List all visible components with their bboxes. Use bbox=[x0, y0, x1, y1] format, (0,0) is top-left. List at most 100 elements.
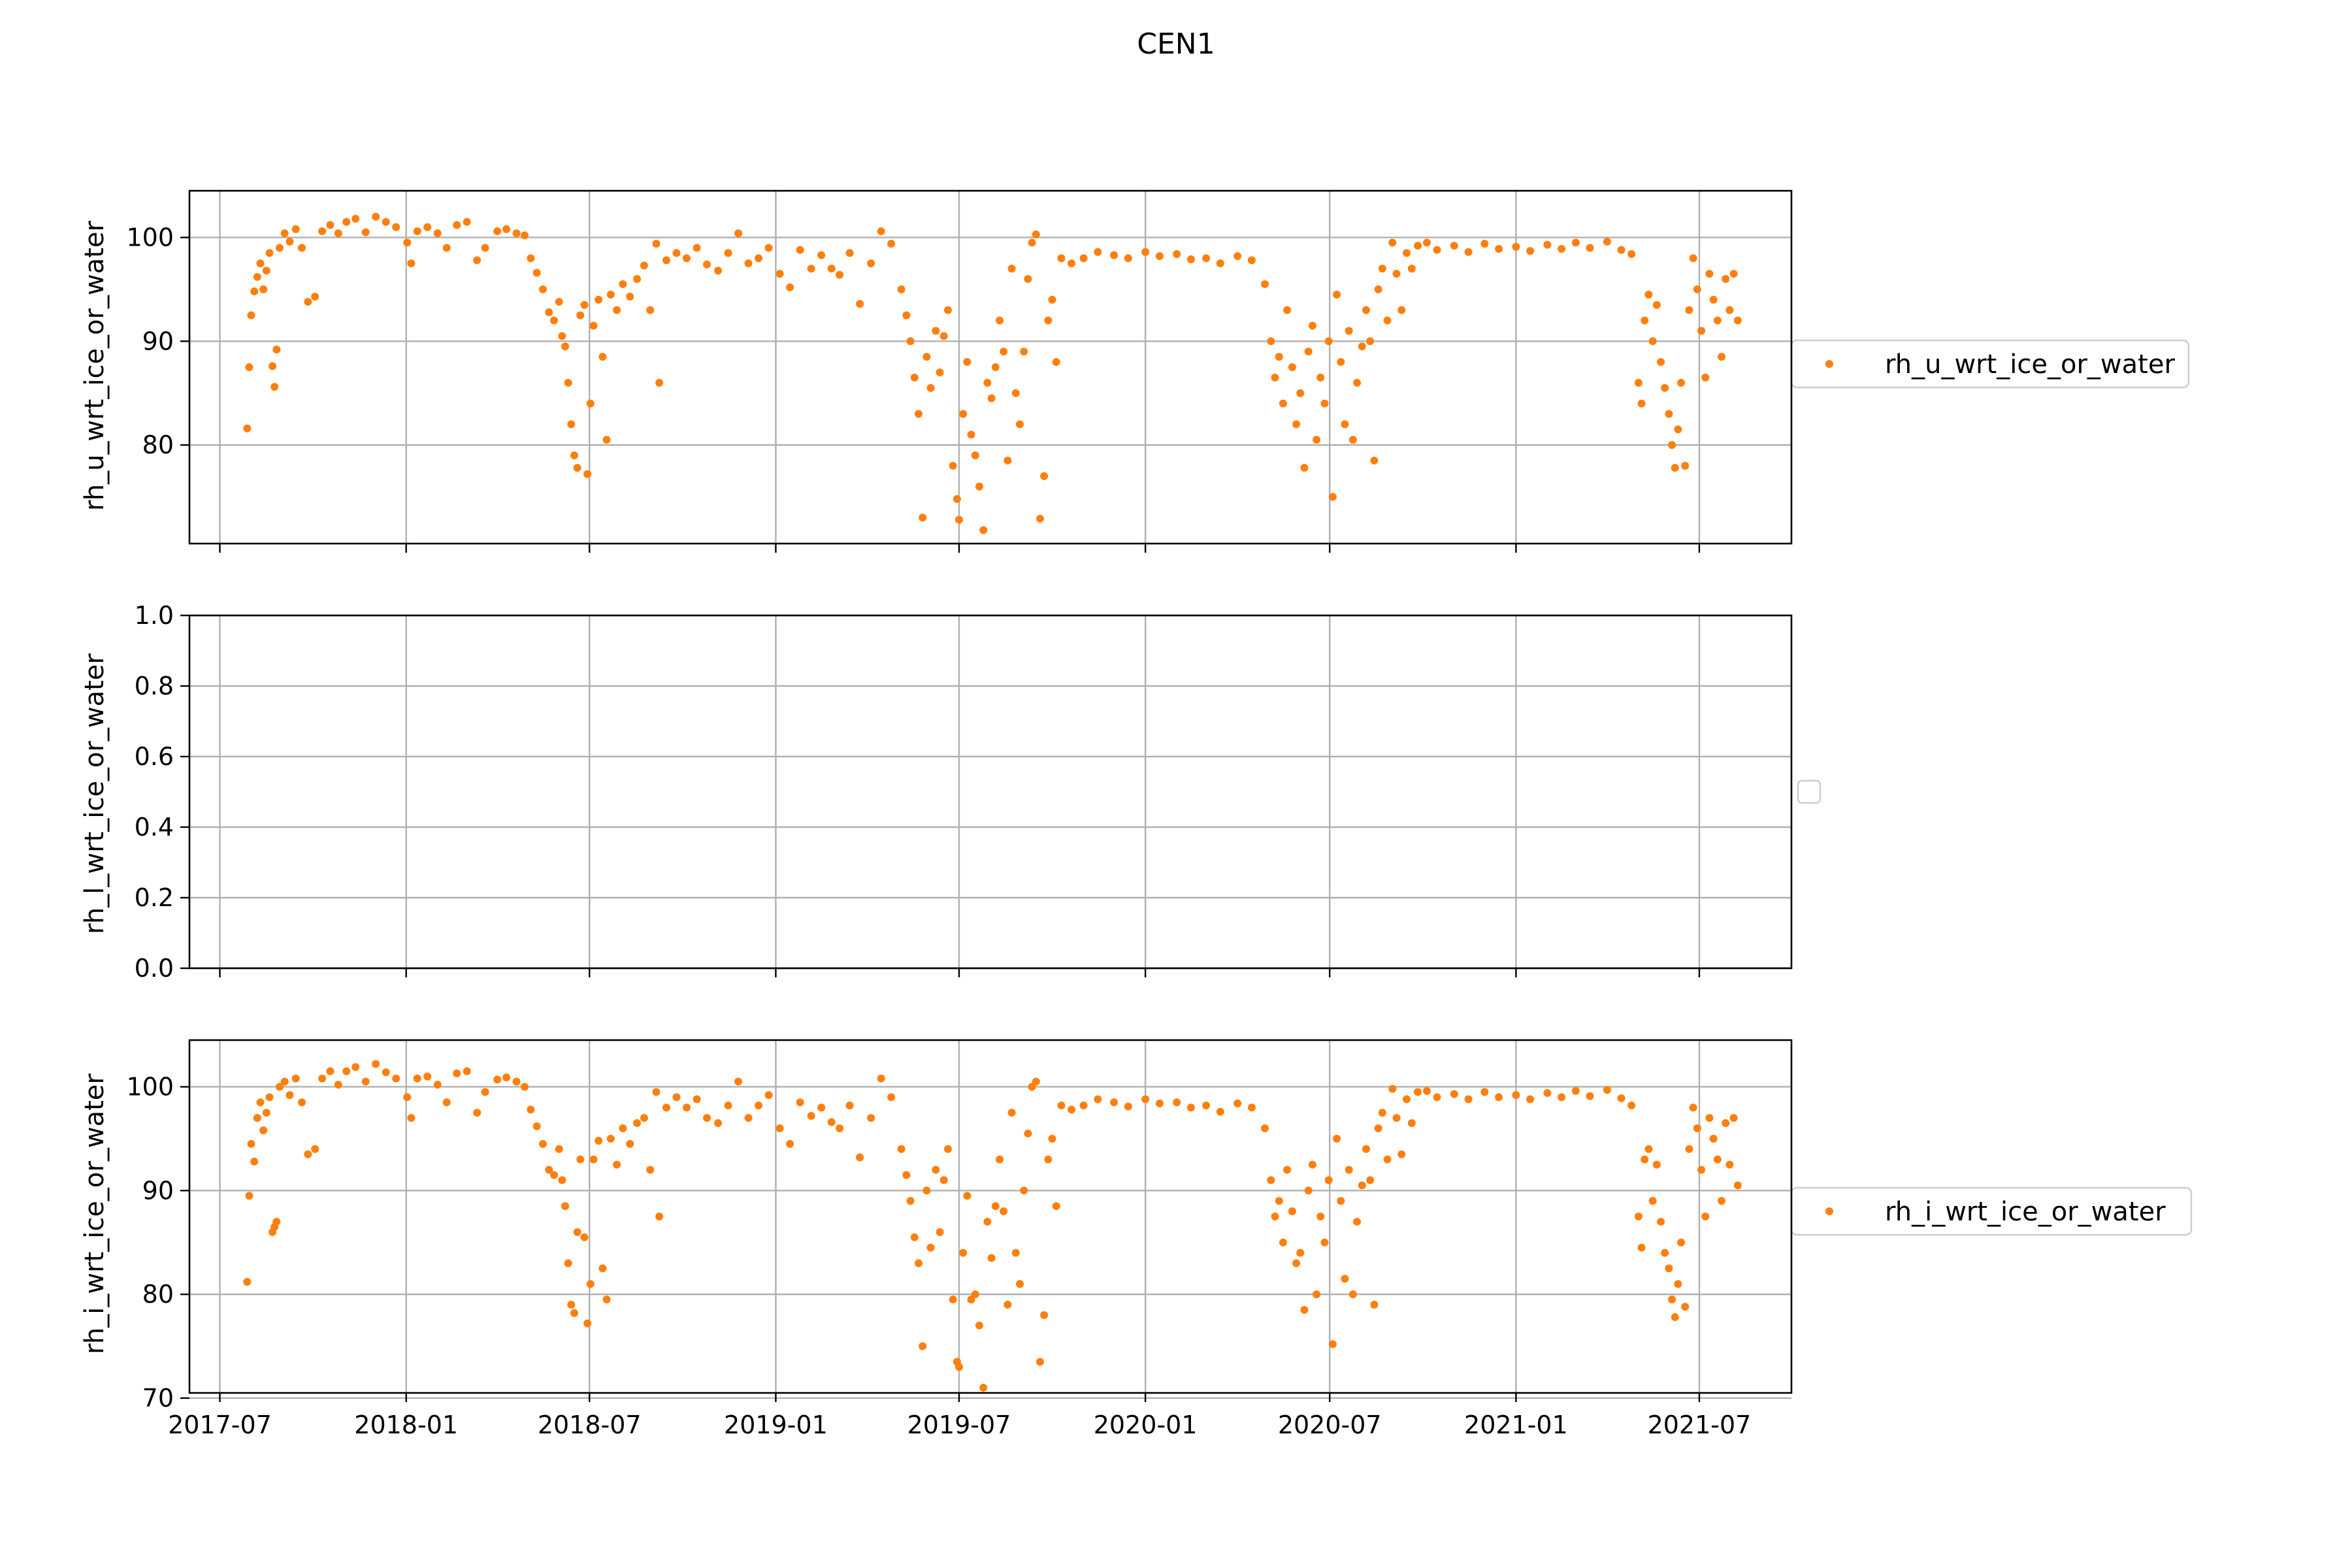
data-point bbox=[1657, 1217, 1665, 1226]
data-point bbox=[1337, 358, 1345, 367]
data-point bbox=[943, 306, 952, 314]
data-point bbox=[744, 259, 753, 268]
x-tick-label: 2018-01 bbox=[354, 1411, 458, 1439]
data-point bbox=[1634, 1213, 1642, 1220]
data-point bbox=[1571, 238, 1580, 247]
data-point bbox=[949, 461, 957, 470]
data-point bbox=[403, 1093, 412, 1102]
data-point bbox=[906, 1197, 915, 1205]
data-point bbox=[1328, 493, 1337, 501]
data-point bbox=[481, 1088, 489, 1096]
data-point bbox=[1414, 1088, 1422, 1096]
data-point bbox=[943, 1145, 952, 1153]
data-point bbox=[1729, 270, 1738, 278]
data-point bbox=[963, 1192, 972, 1200]
data-point bbox=[1366, 1176, 1375, 1184]
data-point bbox=[1304, 1186, 1313, 1195]
data-point bbox=[433, 229, 442, 238]
data-point bbox=[683, 1103, 691, 1112]
data-point bbox=[1202, 1102, 1211, 1110]
data-point bbox=[1674, 425, 1682, 434]
data-point bbox=[567, 420, 576, 429]
data-point bbox=[827, 265, 836, 273]
data-point bbox=[527, 254, 535, 263]
data-point bbox=[1320, 1238, 1329, 1247]
data-point bbox=[1362, 306, 1371, 314]
data-point bbox=[291, 225, 300, 233]
series-points bbox=[243, 212, 1742, 534]
data-point bbox=[1032, 230, 1040, 238]
data-point bbox=[1216, 1107, 1224, 1116]
data-point bbox=[1036, 1358, 1044, 1366]
data-point bbox=[1677, 378, 1686, 387]
data-point bbox=[265, 249, 274, 257]
data-point bbox=[744, 1114, 753, 1122]
data-point bbox=[914, 410, 923, 418]
data-point bbox=[1275, 1197, 1283, 1205]
data-point bbox=[1450, 242, 1458, 250]
y-tick-label: 100 bbox=[126, 223, 174, 252]
data-point bbox=[1261, 280, 1269, 288]
data-point bbox=[1044, 316, 1053, 325]
data-point bbox=[1644, 290, 1653, 299]
data-point bbox=[275, 244, 284, 252]
data-point bbox=[1337, 1197, 1345, 1205]
data-point bbox=[836, 270, 844, 279]
data-point bbox=[1709, 1134, 1718, 1143]
data-point bbox=[286, 237, 294, 246]
data-point bbox=[521, 1083, 529, 1091]
data-point bbox=[867, 259, 875, 268]
data-point bbox=[734, 1077, 743, 1086]
data-point bbox=[1304, 348, 1313, 356]
data-point bbox=[1015, 420, 1024, 429]
data-point bbox=[1288, 363, 1296, 371]
grid bbox=[189, 1040, 1791, 1399]
data-point bbox=[1292, 1259, 1301, 1267]
data-point bbox=[1665, 410, 1673, 418]
data-point bbox=[1543, 240, 1552, 249]
data-point bbox=[776, 1124, 784, 1132]
x-tick-label: 2019-07 bbox=[907, 1411, 1011, 1439]
data-point bbox=[1652, 1160, 1661, 1169]
data-point bbox=[1313, 1290, 1321, 1299]
legend-rh-u: rh_u_wrt_ice_or_water bbox=[1790, 339, 2190, 389]
data-point bbox=[1057, 254, 1066, 263]
data-point bbox=[245, 1192, 253, 1200]
data-point bbox=[1216, 259, 1224, 268]
data-point bbox=[672, 249, 681, 257]
data-point bbox=[1324, 337, 1333, 346]
x-tick-label: 2021-01 bbox=[1464, 1411, 1568, 1439]
data-point bbox=[1141, 248, 1150, 256]
y-tick-label: 1.0 bbox=[135, 601, 174, 630]
chart-title: CEN1 bbox=[1137, 27, 1215, 61]
data-point bbox=[1403, 1095, 1411, 1103]
data-point bbox=[1668, 441, 1676, 449]
data-point bbox=[1729, 1114, 1738, 1122]
data-point bbox=[280, 1077, 289, 1086]
data-point bbox=[250, 1157, 259, 1166]
data-point bbox=[1671, 464, 1679, 472]
data-point bbox=[764, 1091, 773, 1100]
data-point bbox=[1345, 1166, 1353, 1174]
data-point bbox=[1155, 1099, 1164, 1107]
data-point bbox=[561, 1202, 570, 1211]
data-point bbox=[1648, 337, 1657, 346]
data-point bbox=[1392, 1114, 1401, 1122]
data-point bbox=[1634, 378, 1642, 387]
data-point bbox=[247, 1139, 255, 1148]
data-point bbox=[1308, 1160, 1316, 1169]
legend-frame-empty bbox=[1797, 779, 1821, 804]
data-point bbox=[1247, 256, 1256, 265]
data-point bbox=[1247, 1103, 1256, 1112]
data-point bbox=[796, 1098, 804, 1107]
data-point bbox=[1141, 1095, 1150, 1103]
data-point bbox=[807, 265, 815, 273]
data-point bbox=[1313, 436, 1321, 444]
x-tick-label: 2020-01 bbox=[1094, 1411, 1198, 1439]
data-point bbox=[652, 240, 661, 248]
data-point bbox=[1024, 275, 1032, 283]
data-point bbox=[887, 1093, 896, 1102]
data-point bbox=[442, 244, 451, 252]
data-point bbox=[1333, 290, 1341, 299]
data-point bbox=[532, 1122, 541, 1130]
